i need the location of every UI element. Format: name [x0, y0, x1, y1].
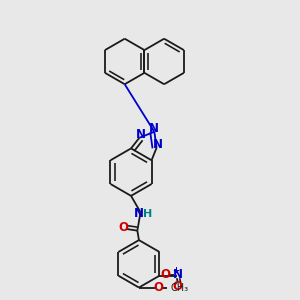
Text: O: O	[173, 280, 183, 293]
Text: N: N	[153, 138, 163, 151]
Text: H: H	[143, 209, 152, 219]
Text: O: O	[118, 221, 128, 234]
Text: CH₃: CH₃	[171, 283, 189, 292]
Text: O: O	[154, 281, 164, 294]
Text: O: O	[160, 268, 170, 281]
Text: +: +	[172, 266, 179, 275]
Text: N: N	[173, 268, 183, 281]
Text: N: N	[134, 207, 144, 220]
Text: N: N	[136, 128, 146, 141]
Text: N: N	[149, 122, 159, 135]
